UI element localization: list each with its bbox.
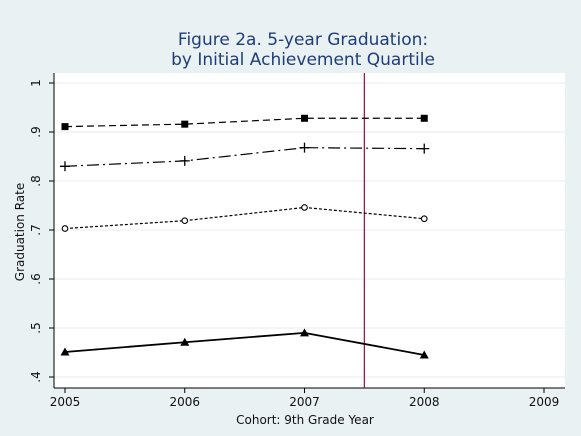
- series-2-point: [299, 142, 310, 153]
- y-tick-label: .6: [29, 273, 43, 284]
- series-group: [60, 114, 430, 359]
- series-1-point: [420, 114, 428, 122]
- x-tick-label: 2008: [409, 395, 440, 409]
- series-2-point: [179, 155, 190, 166]
- series-2-point: [419, 143, 430, 154]
- series-line-2: [64, 147, 425, 167]
- series-3-point: [181, 217, 189, 225]
- y-tick-label: .7: [29, 224, 43, 235]
- y-axis-ticks: .4 .5 .6 .7 .8 .9 1: [29, 79, 54, 383]
- x-tick-label: 2005: [50, 395, 81, 409]
- series-4-point: [300, 328, 309, 337]
- grid-lines: [54, 82, 565, 378]
- series-4-point: [180, 337, 190, 346]
- y-tick-label: .5: [29, 322, 43, 333]
- series-3-point: [420, 215, 428, 223]
- x-axis-title: Cohort: 9th Grade Year: [236, 413, 374, 427]
- y-axis-title: Graduation Rate: [13, 183, 27, 281]
- series-4-point: [60, 347, 70, 356]
- x-tick-label: 2006: [169, 395, 200, 409]
- series-line-1: [64, 117, 425, 128]
- series-line-4: [64, 331, 425, 356]
- series-1-point: [181, 120, 189, 128]
- y-tick-label: .8: [29, 175, 43, 186]
- x-tick-label: 2007: [289, 395, 320, 409]
- y-tick-label: .4: [29, 371, 43, 382]
- series-1-point: [61, 123, 69, 131]
- chart-title: Figure 2a. 5-year Graduation:: [178, 30, 428, 50]
- series-2-point: [60, 161, 70, 172]
- x-axis-ticks: 2005 2006 2007 2008 2009: [50, 388, 560, 409]
- y-tick-label: 1: [29, 79, 43, 87]
- series-3-point: [61, 225, 69, 232]
- series-4-point: [419, 350, 429, 359]
- series-1-point: [301, 114, 308, 122]
- x-tick-label: 2009: [529, 395, 560, 409]
- series-line-3: [64, 206, 425, 230]
- series-3-point: [301, 204, 308, 211]
- chart-subtitle: by Initial Achievement Quartile: [171, 50, 435, 70]
- y-tick-label: .9: [29, 126, 43, 137]
